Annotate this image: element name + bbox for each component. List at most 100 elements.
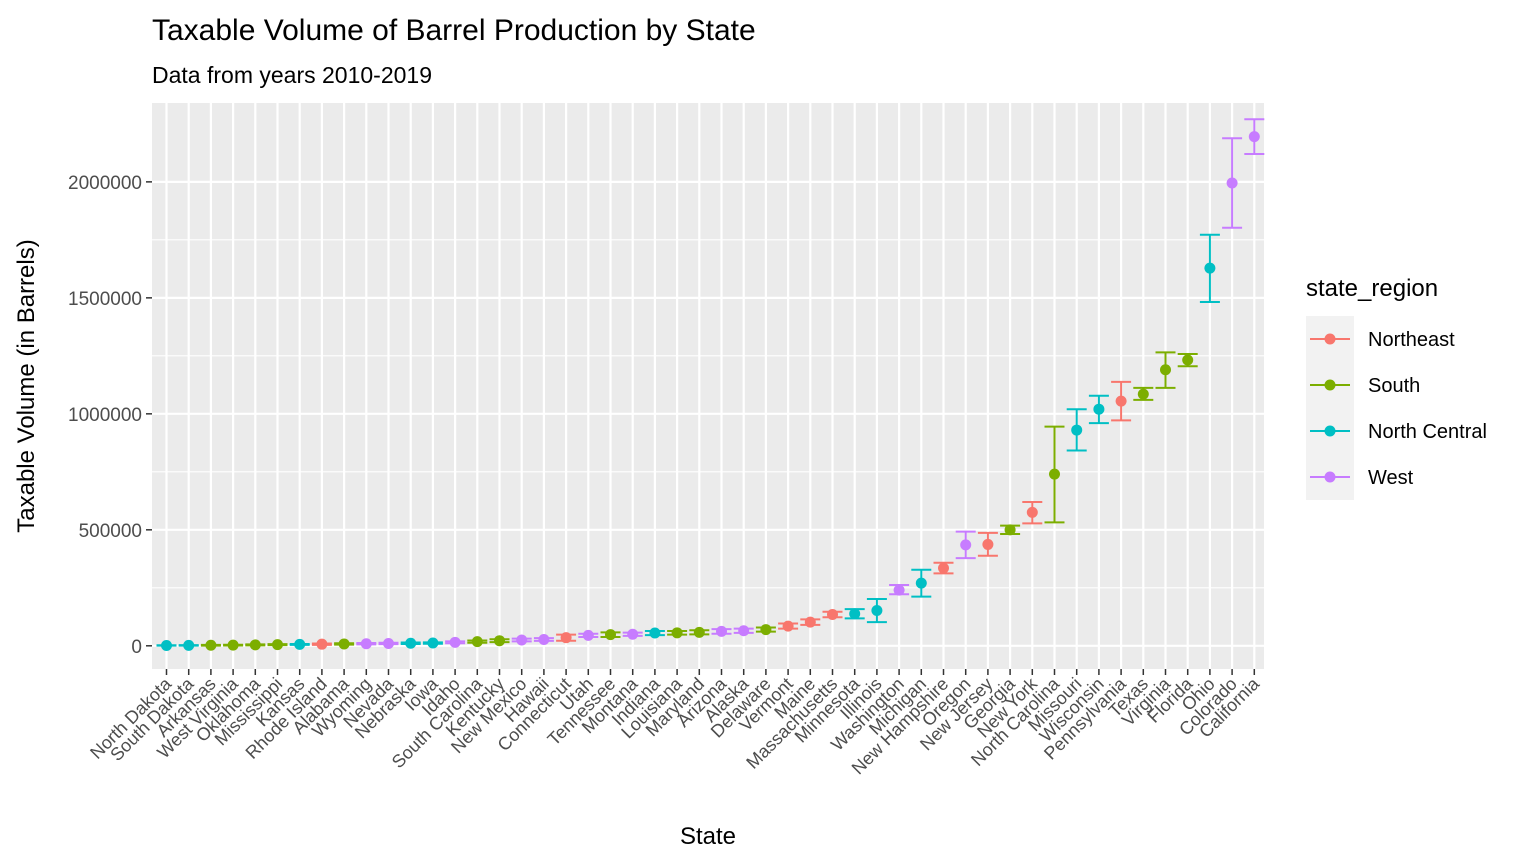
point-marker (849, 608, 861, 620)
data-point-south-dakota (178, 639, 199, 651)
data-point-pennsylvania (1111, 380, 1132, 422)
point-marker (1115, 395, 1127, 407)
data-point-south-carolina (467, 636, 488, 648)
data-point-michigan (911, 568, 932, 598)
legend-entry-north-central: North Central (1307, 409, 1487, 453)
y-axis-title: Taxable Volume (in Barrels) (13, 239, 40, 532)
data-point-maine (800, 616, 821, 628)
legend-label: Northeast (1368, 329, 1455, 351)
point-marker (760, 624, 772, 636)
data-point-utah (578, 629, 599, 641)
data-point-rhode-island (311, 638, 332, 650)
point-marker (1071, 424, 1083, 436)
point-marker (716, 625, 727, 637)
plot-panel (152, 103, 1264, 669)
point-marker (627, 628, 639, 640)
legend-key-point (1324, 471, 1336, 483)
data-point-kansas (289, 638, 310, 650)
legend-label: South (1368, 375, 1420, 397)
chart-subtitle: Data from years 2010-2019 (152, 62, 432, 88)
data-point-florida (1177, 352, 1198, 368)
point-marker (338, 638, 350, 650)
data-point-alabama (334, 638, 355, 650)
data-point-arizona (711, 625, 732, 637)
point-marker (449, 636, 461, 648)
point-marker (1137, 388, 1149, 400)
data-marks (156, 118, 1265, 651)
data-point-montana (622, 628, 643, 640)
y-tick-label: 1000000 (68, 405, 142, 426)
data-point-new-jersey (977, 531, 998, 557)
data-point-mississippi (267, 639, 288, 651)
data-point-maryland (689, 626, 710, 638)
point-marker (605, 629, 616, 641)
point-marker (738, 625, 750, 637)
legend-entry-west: West (1307, 455, 1414, 499)
data-point-wisconsin (1088, 394, 1109, 425)
point-marker (383, 637, 394, 649)
point-marker (1226, 177, 1238, 189)
point-marker (249, 639, 261, 651)
data-point-virginia (1155, 351, 1176, 389)
data-point-new-mexico (511, 634, 532, 646)
chart-title: Taxable Volume of Barrel Production by S… (152, 14, 756, 47)
point-marker (671, 627, 683, 639)
point-marker (227, 639, 239, 651)
point-marker (161, 639, 172, 651)
point-marker (183, 639, 195, 651)
data-point-tennessee (600, 629, 621, 641)
data-point-colorado (1222, 137, 1243, 229)
point-marker (272, 639, 283, 651)
data-point-missouri (1066, 408, 1087, 452)
point-marker (1182, 354, 1194, 366)
data-point-kentucky (489, 635, 510, 647)
point-marker (316, 638, 328, 650)
point-marker (982, 538, 994, 550)
point-marker (871, 605, 883, 617)
legend-label: West (1368, 467, 1414, 489)
data-point-new-york (1022, 500, 1043, 525)
data-point-oregon (955, 530, 976, 560)
data-point-west-virginia (223, 639, 244, 651)
data-point-delaware (755, 624, 776, 636)
grid-lines (152, 103, 1264, 669)
data-point-nevada (378, 637, 399, 649)
data-point-indiana (644, 627, 665, 639)
point-marker (360, 638, 372, 650)
y-tick-label: 1500000 (68, 289, 142, 310)
data-point-texas (1133, 386, 1154, 401)
data-point-connecticut (556, 632, 577, 644)
data-point-vermont (778, 620, 799, 632)
point-marker (782, 620, 794, 632)
legend: state_region Northeast South North Central… (1306, 275, 1487, 500)
point-marker (560, 632, 572, 644)
point-marker (1004, 524, 1016, 536)
point-marker (1204, 262, 1216, 274)
data-point-arkansas (200, 639, 221, 651)
legend-key-point (1324, 425, 1336, 437)
point-marker (427, 637, 439, 649)
data-point-new-hampshire (933, 561, 954, 575)
legend-entry-northeast: Northeast (1307, 317, 1455, 361)
point-marker (693, 626, 705, 638)
point-marker (915, 577, 927, 589)
data-point-oklahoma (245, 639, 266, 651)
data-point-washington (889, 584, 910, 596)
data-point-georgia (1000, 524, 1021, 536)
point-marker (516, 634, 528, 646)
legend-key-point (1324, 379, 1336, 391)
point-marker (1093, 403, 1105, 415)
y-axis: 0 500000 1000000 1500000 2000000 (68, 173, 152, 658)
point-marker (1026, 506, 1038, 518)
point-marker (294, 638, 306, 650)
data-point-ohio (1199, 233, 1220, 304)
point-marker (538, 634, 550, 646)
point-marker (938, 562, 949, 574)
legend-label: North Central (1368, 421, 1487, 443)
data-point-idaho (445, 636, 466, 648)
data-point-louisiana (667, 627, 688, 639)
point-marker (1049, 468, 1060, 480)
point-marker (1248, 131, 1260, 143)
